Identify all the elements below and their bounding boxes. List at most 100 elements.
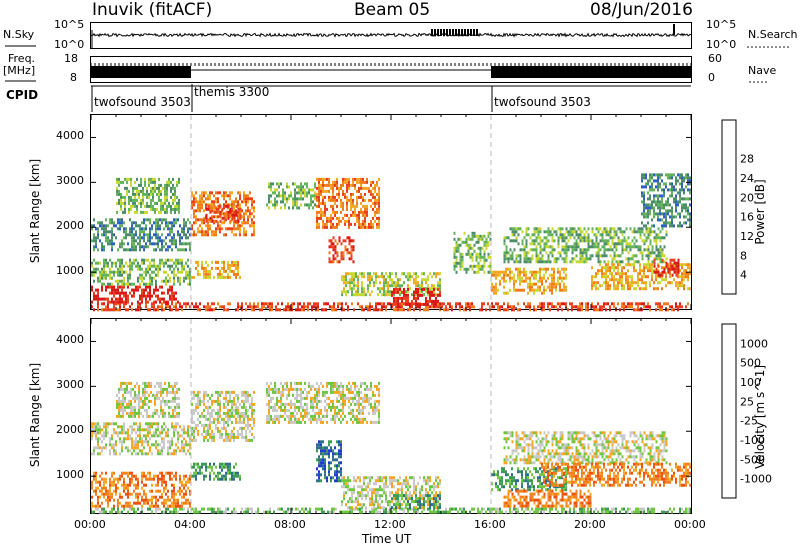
data-cell	[346, 204, 348, 208]
data-cell	[419, 290, 421, 294]
data-cell	[105, 276, 107, 280]
data-cell	[637, 248, 640, 252]
data-cell	[119, 267, 121, 271]
data-cell	[364, 225, 366, 229]
data-cell	[146, 189, 148, 193]
data-cell	[169, 230, 171, 234]
data-cell	[687, 209, 689, 213]
data-cell	[685, 215, 687, 219]
data-cell	[427, 302, 429, 306]
data-cell	[135, 440, 137, 444]
data-cell	[163, 291, 165, 295]
data-cell	[579, 251, 582, 255]
data-cell	[555, 305, 557, 309]
data-cell	[113, 242, 115, 246]
data-cell	[509, 248, 512, 252]
data-cell	[547, 305, 549, 309]
nsearch-tick-top: 10^5	[706, 18, 737, 31]
data-cell	[511, 254, 514, 258]
data-cell	[685, 275, 687, 279]
data-cell	[241, 209, 243, 213]
data-cell	[487, 270, 490, 274]
data-cell	[649, 242, 652, 246]
data-cell	[403, 293, 405, 297]
data-cell	[285, 308, 287, 312]
data-cell	[541, 305, 543, 309]
data-cell	[135, 510, 137, 514]
data-cell	[107, 431, 109, 435]
data-cell	[97, 297, 99, 301]
data-cell	[585, 260, 588, 264]
data-cell	[519, 254, 522, 258]
data-cell	[107, 504, 109, 508]
data-cell	[125, 230, 127, 234]
data-cell	[157, 428, 159, 432]
data-cell	[211, 302, 213, 306]
data-cell	[123, 431, 125, 435]
data-cell	[665, 224, 667, 228]
data-cell	[201, 233, 203, 237]
data-cell	[345, 275, 347, 279]
data-cell	[667, 267, 670, 271]
data-cell	[171, 242, 173, 246]
data-cell	[459, 264, 462, 268]
data-cell	[153, 434, 155, 438]
data-cell	[235, 260, 237, 264]
data-cell	[649, 305, 651, 309]
data-cell	[517, 254, 520, 258]
data-cell	[97, 486, 99, 490]
data-cell	[353, 281, 355, 285]
data-cell	[169, 308, 171, 312]
data-cell	[481, 246, 484, 250]
data-cell	[141, 495, 143, 499]
data-cell	[304, 191, 306, 195]
data-cell	[539, 239, 542, 243]
data-cell	[125, 248, 127, 252]
data-cell	[561, 227, 564, 231]
data-cell	[145, 270, 147, 274]
data-cell	[147, 236, 149, 240]
data-cell	[328, 180, 330, 184]
data-cell	[391, 293, 393, 297]
data-cell	[229, 213, 232, 217]
data-cell	[151, 495, 153, 499]
data-cell	[169, 288, 171, 292]
data-cell	[99, 495, 101, 499]
data-cell	[611, 257, 614, 261]
data-cell	[689, 272, 691, 276]
data-cell	[215, 219, 218, 223]
data-cell	[153, 422, 155, 426]
data-cell	[661, 308, 663, 312]
data-cell	[345, 272, 347, 276]
data-cell	[461, 507, 463, 511]
data-cell	[197, 227, 199, 231]
data-cell	[368, 186, 370, 190]
data-cell	[235, 219, 238, 223]
data-cell	[372, 186, 374, 190]
data-cell	[105, 498, 107, 502]
data-cell	[509, 273, 511, 277]
data-cell	[304, 194, 306, 198]
data-cell	[97, 288, 99, 292]
data-cell	[173, 239, 175, 243]
data-cell	[475, 240, 478, 244]
data-cell	[121, 291, 123, 295]
data-cell	[505, 510, 507, 514]
data-cell	[353, 275, 355, 279]
data-cell	[378, 210, 380, 214]
data-cell	[360, 210, 362, 214]
data-cell	[539, 245, 542, 249]
data-cell	[372, 180, 374, 184]
data-cell	[535, 507, 537, 511]
data-cell	[549, 251, 552, 255]
data-cell	[356, 177, 358, 181]
data-cell	[497, 273, 499, 277]
data-cell	[535, 273, 537, 277]
data-cell	[119, 308, 121, 312]
data-cell	[689, 224, 691, 228]
data-cell	[303, 305, 305, 309]
data-cell	[368, 189, 370, 193]
data-cell	[129, 276, 131, 280]
data-cell	[97, 279, 99, 283]
data-cell	[545, 236, 548, 240]
